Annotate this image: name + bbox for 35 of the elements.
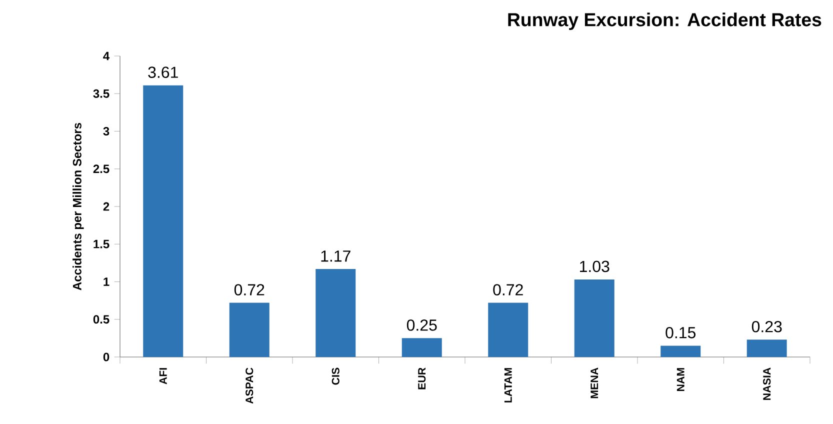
y-tick-label: 1.5 [94,240,110,248]
y-tick-label: 2.5 [93,164,110,174]
y-tick-label: 3.5 [93,89,110,98]
data-label: 0.72 [234,284,264,296]
data-label: 0.72 [493,284,523,296]
data-label: 3.61 [148,66,178,78]
bar [746,340,787,357]
data-label: 1.17 [321,250,350,262]
y-tick-label: 3 [103,126,110,136]
bar [316,268,356,357]
x-tick-label: EUR [418,368,426,390]
bar [488,302,528,357]
bar [402,338,442,357]
x-tick-label: NAM [676,368,684,391]
bar [229,302,270,357]
y-tick-label: 1 [104,278,110,286]
data-label: 0.25 [406,319,437,331]
data-label: 1.03 [580,260,610,272]
bar [574,279,614,357]
x-tick-label: ASPAC [246,368,254,404]
y-tick-label: 2 [103,202,110,211]
data-label: 0.23 [752,320,782,332]
y-axis-title: Accidents per Million Sectors [72,122,84,290]
bar [143,85,184,357]
x-tick-label: NASIA [763,368,771,400]
x-tick-label: MENA [590,368,598,398]
chart-title: Runway Excursion: Accident Rates [508,12,822,30]
y-tick-label: 0.5 [93,315,110,324]
bar [660,346,701,357]
x-tick-label: CIS [332,368,340,385]
y-tick-label: 0 [103,352,110,362]
data-label: 0.15 [666,327,696,338]
x-tick-label: AFI [159,368,167,384]
x-tick-label: LATAM [504,368,512,402]
y-tick-label: 4 [103,52,110,60]
